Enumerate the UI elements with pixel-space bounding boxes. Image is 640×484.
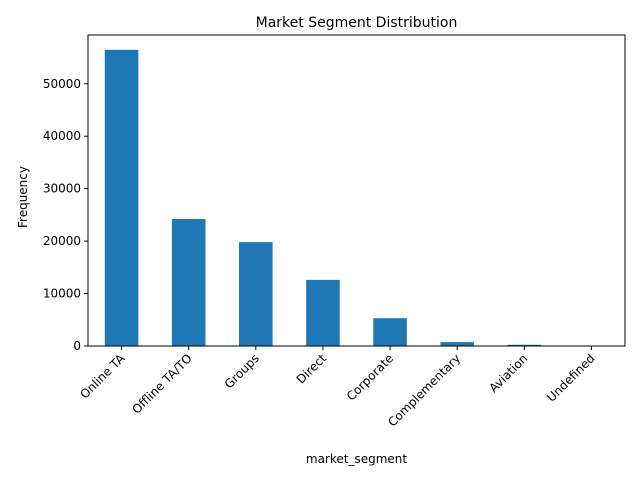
chart-title: Market Segment Distribution bbox=[256, 15, 458, 31]
bar-offline-ta-to bbox=[172, 219, 206, 346]
bar-online-ta bbox=[105, 50, 139, 346]
y-tick-label: 20000 bbox=[43, 234, 81, 248]
x-axis-label: market_segment bbox=[306, 452, 408, 466]
y-tick-label: 40000 bbox=[43, 129, 81, 143]
y-tick-label: 50000 bbox=[43, 77, 81, 91]
bar-direct bbox=[306, 280, 340, 346]
y-tick-label: 10000 bbox=[43, 287, 81, 301]
bar-complementary bbox=[440, 342, 474, 346]
y-tick-label: 0 bbox=[73, 339, 81, 353]
y-axis-label: Frequency bbox=[16, 166, 30, 228]
y-tick-label: 30000 bbox=[43, 182, 81, 196]
bar-corporate bbox=[373, 318, 407, 346]
bar-groups bbox=[239, 242, 273, 346]
